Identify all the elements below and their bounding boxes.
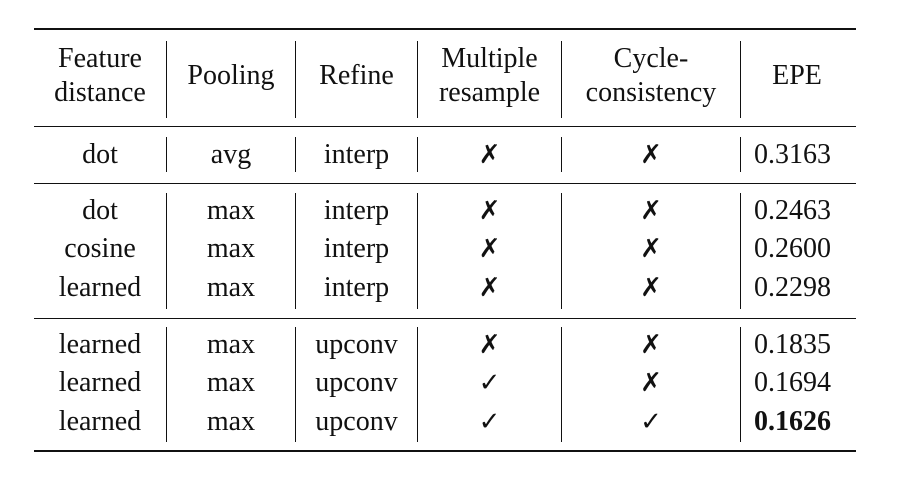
header-cycle-consistency-line-2: consistency (585, 77, 717, 108)
column-separator (417, 327, 418, 442)
column-separator (417, 193, 418, 309)
column-separator (561, 327, 562, 442)
column-separator (295, 137, 296, 172)
cell-feature: learned (58, 406, 142, 437)
cell-feature: learned (58, 329, 142, 360)
header-pooling: Pooling (187, 60, 275, 91)
column-separator (740, 327, 741, 442)
column-separator (561, 137, 562, 172)
cell-pooling: max (206, 233, 256, 264)
column-separator (561, 193, 562, 309)
cell-pooling: max (206, 272, 256, 303)
cell-cycle-consistency: ✗ (640, 196, 662, 226)
cell-cycle-consistency: ✗ (640, 234, 662, 264)
cell-feature: learned (58, 272, 142, 303)
column-separator (295, 41, 296, 118)
cell-feature: dot (82, 195, 118, 226)
header-epe: EPE (772, 60, 822, 91)
cell-pooling: max (206, 367, 256, 398)
cell-cycle-consistency: ✗ (640, 368, 662, 398)
cell-pooling: avg (210, 139, 252, 170)
cell-pooling: max (206, 195, 256, 226)
cell-multiple-resample: ✗ (478, 140, 501, 170)
cell-refine: interp (323, 139, 390, 170)
cell-refine: interp (323, 195, 390, 226)
header-rule (34, 126, 856, 127)
column-separator (166, 137, 167, 172)
cell-epe: 0.1694 (754, 367, 831, 398)
cell-multiple-resample: ✓ (478, 407, 501, 437)
cell-multiple-resample: ✗ (478, 273, 501, 303)
column-separator (740, 41, 741, 118)
cell-feature: dot (82, 139, 118, 170)
header-feature-distance: Feature distance (34, 42, 166, 110)
bottom-rule (34, 450, 856, 452)
header-refine: Refine (319, 60, 394, 91)
column-separator (417, 41, 418, 118)
cell-refine: upconv (315, 367, 398, 398)
header-multiple-resample-line-2: resample (438, 77, 541, 108)
cell-epe: 0.3163 (754, 139, 831, 170)
column-separator (295, 327, 296, 442)
cell-multiple-resample: ✗ (478, 196, 501, 226)
cell-multiple-resample: ✓ (478, 368, 501, 398)
header-multiple-resample-line-1: Multiple (441, 43, 538, 74)
cell-refine: interp (323, 272, 390, 303)
group-rule-1 (34, 183, 856, 184)
header-multiple-resample: Multiple resample (418, 42, 561, 110)
cell-feature: cosine (64, 233, 136, 264)
header-cycle-consistency-line-1: Cycle- (613, 43, 689, 74)
cell-refine: upconv (315, 406, 398, 437)
cell-feature: learned (58, 367, 142, 398)
cell-refine: upconv (315, 329, 398, 360)
column-separator (740, 193, 741, 309)
cell-pooling: max (206, 406, 256, 437)
header-feature-distance-line-2: distance (54, 77, 146, 108)
cell-multiple-resample: ✗ (478, 330, 501, 360)
cell-epe: 0.1835 (754, 329, 831, 360)
column-separator (166, 41, 167, 118)
cell-multiple-resample: ✗ (478, 234, 501, 264)
cell-epe: 0.2600 (754, 233, 831, 264)
header-cycle-consistency: Cycle- consistency (562, 42, 740, 110)
cell-epe: 0.2463 (754, 195, 831, 226)
column-separator (740, 137, 741, 172)
group-rule-2 (34, 318, 856, 319)
top-rule (34, 28, 856, 30)
cell-cycle-consistency: ✗ (640, 330, 662, 360)
cell-cycle-consistency: ✗ (640, 273, 662, 303)
column-separator (166, 193, 167, 309)
column-separator (417, 137, 418, 172)
column-separator (166, 327, 167, 442)
header-feature-distance-line-1: Feature (58, 43, 142, 74)
cell-cycle-consistency: ✓ (640, 407, 662, 437)
cell-epe: 0.2298 (754, 272, 831, 303)
column-separator (561, 41, 562, 118)
cell-refine: interp (323, 233, 390, 264)
column-separator (295, 193, 296, 309)
cell-epe-best: 0.1626 (754, 406, 831, 437)
cell-cycle-consistency: ✗ (640, 140, 662, 170)
cell-pooling: max (206, 329, 256, 360)
